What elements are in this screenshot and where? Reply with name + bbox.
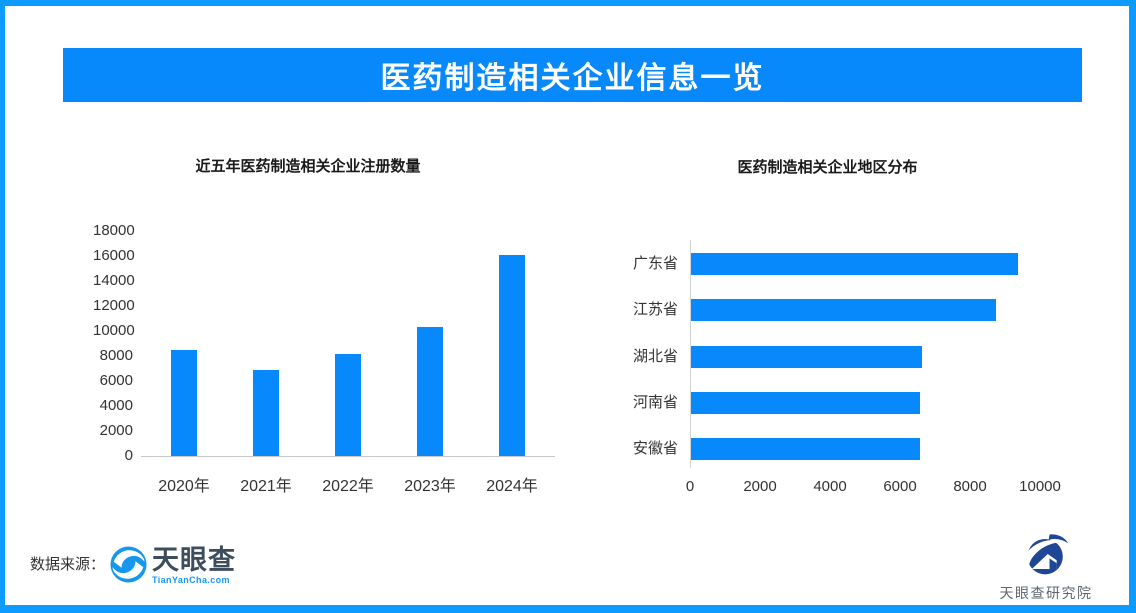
y-axis-tick-label: 10000 bbox=[93, 322, 135, 339]
y-axis-tick-label: 2000 bbox=[99, 422, 133, 439]
tianyancha-logo: 天眼查 TianYanCha.com bbox=[110, 546, 236, 588]
bar-2024年 bbox=[499, 254, 525, 456]
x-axis-tick-label: 8000 bbox=[953, 478, 987, 495]
frame-border-left bbox=[0, 0, 5, 613]
category-label-湖北省: 湖北省 bbox=[632, 347, 678, 365]
bar-安徽省 bbox=[691, 438, 921, 460]
x-axis-tick-label: 4000 bbox=[813, 478, 847, 495]
y-axis-tick-label: 16000 bbox=[93, 247, 135, 264]
x-axis-category-label: 2020年 bbox=[158, 478, 210, 495]
header-banner: 医药制造相关企业信息一览 bbox=[63, 48, 1082, 102]
bar-湖北省 bbox=[691, 345, 922, 368]
x-axis-tick-label: 6000 bbox=[883, 478, 917, 495]
tianyancha-wordmark: 天眼查 TianYanCha.com bbox=[152, 545, 236, 586]
left-chart-title: 近五年医药制造相关企业注册数量 bbox=[195, 158, 421, 175]
bar-广东省 bbox=[691, 253, 1019, 275]
right-chart-title: 医药制造相关企业地区分布 bbox=[737, 159, 918, 176]
bar-河南省 bbox=[691, 391, 921, 414]
x-axis-line bbox=[141, 456, 555, 457]
tianyancha-name: 天眼查 bbox=[152, 545, 236, 575]
tianyancha-eye-icon bbox=[110, 546, 147, 588]
bar-江苏省 bbox=[691, 299, 996, 322]
tianyancha-institute-logo: 天眼查研究院 bbox=[988, 533, 1104, 603]
institute-name: 天眼查研究院 bbox=[999, 585, 1093, 601]
category-label-广东省: 广东省 bbox=[632, 255, 678, 272]
institute-swoosh-house-icon bbox=[1023, 533, 1069, 580]
y-axis-tick-label: 0 bbox=[124, 447, 133, 464]
y-axis-tick-label: 4000 bbox=[99, 397, 133, 414]
category-label-江苏省: 江苏省 bbox=[632, 301, 678, 319]
y-axis-tick-label: 6000 bbox=[99, 372, 133, 389]
y-axis-tick-label: 8000 bbox=[99, 347, 133, 364]
x-axis-category-label: 2021年 bbox=[240, 478, 292, 495]
tianyancha-domain: TianYanCha.com bbox=[152, 575, 230, 585]
x-axis-category-label: 2024年 bbox=[486, 478, 538, 495]
x-axis-tick-label: 2000 bbox=[743, 478, 777, 495]
y-axis-line bbox=[690, 240, 691, 468]
bar-2020年 bbox=[171, 350, 197, 456]
category-label-河南省: 河南省 bbox=[632, 393, 678, 411]
x-axis-category-label: 2022年 bbox=[322, 478, 374, 495]
registrations-bar-chart: 0 2000 4000 6000 8000 10000 12000 14000 16000 180… bbox=[93, 222, 565, 500]
category-label-安徽省: 安徽省 bbox=[632, 440, 678, 457]
page-title: 医药制造相关企业信息一览 bbox=[380, 62, 765, 95]
y-axis-tick-label: 12000 bbox=[93, 297, 135, 314]
regions-bar-chart: 广东省江苏省湖北省河南省安徽省 0 2000 4000 6000 8000 10000 bbox=[600, 240, 1080, 502]
data-source-label: 数据来源： bbox=[30, 556, 106, 573]
bar-2021年 bbox=[253, 370, 279, 456]
y-axis-tick-label: 14000 bbox=[93, 272, 135, 289]
x-axis-category-label: 2023年 bbox=[404, 478, 456, 495]
x-axis-tick-label: 10000 bbox=[1019, 478, 1061, 495]
frame-border-right bbox=[1129, 0, 1136, 613]
bar-2022年 bbox=[335, 354, 361, 456]
y-axis-tick-label: 18000 bbox=[93, 222, 135, 239]
frame-border-top bbox=[0, 0, 1136, 6]
bar-2023年 bbox=[417, 327, 443, 456]
frame-border-bottom bbox=[0, 605, 1136, 613]
x-axis-tick-label: 0 bbox=[685, 478, 695, 495]
